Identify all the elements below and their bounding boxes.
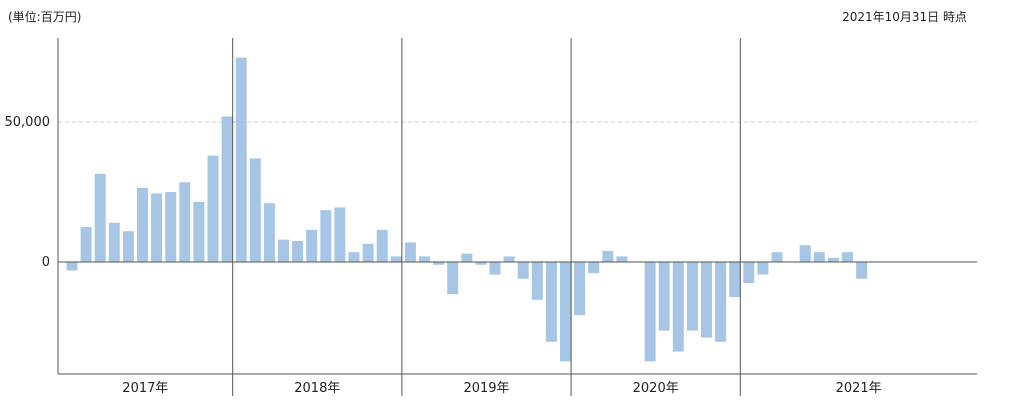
bar [489, 262, 501, 275]
bar [799, 245, 811, 262]
bar [235, 57, 247, 262]
as-of-label: 2021年10月31日 時点 [842, 10, 967, 24]
bar [475, 262, 487, 265]
bar [263, 203, 275, 262]
bar [856, 262, 868, 279]
bar [715, 262, 727, 342]
bar [306, 229, 318, 262]
bars [66, 57, 868, 362]
bar [390, 256, 402, 262]
bar [757, 262, 769, 275]
bar [658, 262, 670, 331]
x-tick-label: 2020年 [633, 381, 679, 396]
bar [602, 250, 614, 262]
bar [94, 173, 106, 262]
bar [545, 262, 557, 342]
bar [588, 262, 600, 274]
bar [503, 256, 515, 262]
bar [729, 262, 741, 297]
bar [151, 193, 163, 262]
bar [616, 256, 628, 262]
bar [249, 158, 261, 262]
bar [348, 252, 360, 262]
bar [278, 239, 289, 262]
bar [207, 155, 219, 262]
bar [137, 187, 148, 262]
bar [517, 262, 529, 279]
bar [644, 262, 656, 362]
bar [165, 192, 177, 262]
bar [221, 116, 233, 263]
x-tick-label: 2019年 [463, 381, 509, 396]
bar [743, 262, 755, 283]
bar [320, 210, 332, 262]
bar [122, 231, 134, 262]
unit-label: (単位:百万円) [8, 9, 81, 24]
y-tick-label: 0 [42, 255, 50, 270]
bar [827, 257, 839, 262]
x-tick-label: 2018年 [294, 381, 340, 396]
bar [672, 262, 684, 352]
bar [376, 229, 388, 262]
bar [771, 252, 783, 262]
bar [447, 262, 459, 295]
bar [433, 262, 445, 265]
y-tick-label: 50,000 [5, 115, 51, 130]
bar [66, 262, 78, 271]
bar [813, 252, 825, 262]
bar [461, 253, 473, 262]
x-axis-year-labels: 2017年 2018年 2019年 2020年 2021年 [122, 381, 881, 396]
y-axis-ticks: 0 50,000 [5, 115, 51, 270]
bar [193, 201, 205, 262]
bar [334, 207, 346, 262]
bar [842, 252, 853, 262]
bar [560, 262, 571, 362]
x-tick-label: 2021年 [836, 381, 882, 396]
bar [362, 243, 374, 262]
bar [108, 222, 120, 262]
bar [686, 262, 698, 331]
bar [531, 262, 543, 300]
bar [80, 227, 92, 262]
bar [419, 256, 430, 262]
bar [574, 262, 586, 316]
bar [701, 262, 712, 338]
bar [404, 242, 416, 262]
bar [292, 241, 304, 262]
axes [57, 38, 977, 396]
bar [179, 182, 191, 262]
x-tick-label: 2017年 [122, 381, 168, 396]
